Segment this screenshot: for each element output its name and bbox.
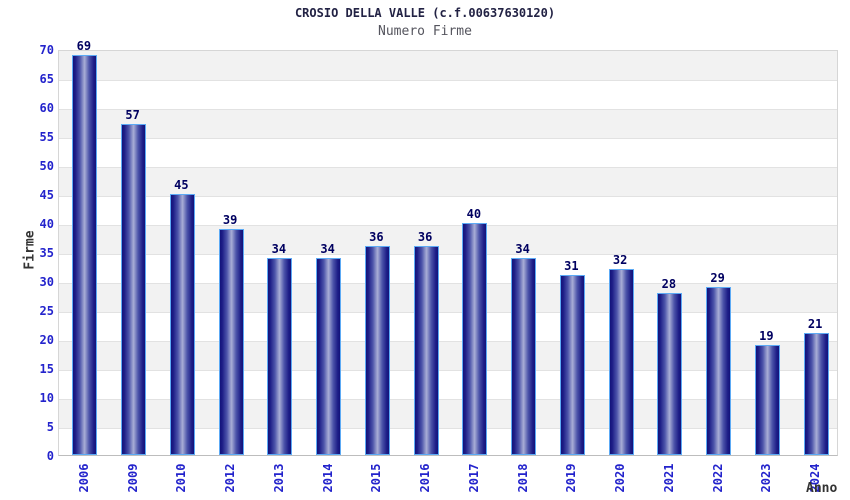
bar-2012 <box>218 228 244 455</box>
bar-2006 <box>72 54 98 455</box>
gridline <box>59 427 837 429</box>
y-tick-label: 65 <box>39 72 54 86</box>
bar-2021 <box>657 292 683 455</box>
bar-value-label: 57 <box>125 108 140 123</box>
bar-value-label: 31 <box>564 259 579 274</box>
y-tick-label: 50 <box>39 159 54 173</box>
bar-value-label: 29 <box>710 270 725 285</box>
y-tick-label: 0 <box>46 449 54 463</box>
x-tick-label: 2006 <box>76 463 91 493</box>
x-tick-label: 2017 <box>466 463 481 493</box>
bar-value-label: 36 <box>369 230 384 245</box>
x-tick-label: 2015 <box>369 463 384 493</box>
gridline <box>59 79 837 81</box>
x-tick-label: 2016 <box>418 463 433 493</box>
bar-2018 <box>511 257 537 455</box>
chart-subtitle: Numero Firme <box>378 24 472 39</box>
bar-value-label: 39 <box>222 212 238 227</box>
y-tick-label: 60 <box>39 101 54 115</box>
x-tick-label: 2019 <box>564 463 579 493</box>
bar-value-label: 34 <box>271 241 287 256</box>
y-tick-label: 70 <box>39 43 54 57</box>
y-tick-label: 55 <box>39 130 54 144</box>
x-tick-label: 2010 <box>174 463 189 493</box>
bar-2016 <box>413 246 439 455</box>
bar-value-label: 36 <box>417 230 433 245</box>
plot-band <box>59 109 837 138</box>
y-tick-label: 20 <box>39 333 54 347</box>
bar-2014 <box>316 257 342 455</box>
chart-title: CROSIO DELLA VALLE (c.f.00637630120) <box>294 6 556 20</box>
bar-2020 <box>608 269 634 455</box>
plot-band <box>59 51 837 80</box>
bar-value-label: 28 <box>661 276 677 291</box>
gridline <box>59 311 837 313</box>
gridline <box>59 253 837 255</box>
bar-2022 <box>706 286 732 455</box>
y-tick-label: 40 <box>39 217 54 231</box>
bar-2023 <box>754 344 780 455</box>
bar-2017 <box>462 223 488 455</box>
gridline <box>59 108 837 110</box>
bar-value-label: 34 <box>515 241 530 256</box>
bar-value-label: 34 <box>320 241 335 256</box>
x-tick-label: 2013 <box>271 463 286 493</box>
y-tick-label: 5 <box>46 420 54 434</box>
gridline <box>59 282 837 284</box>
gridline <box>59 369 837 371</box>
gridline <box>59 224 837 226</box>
bar-value-label: 40 <box>466 207 482 221</box>
x-tick-label: 2022 <box>710 463 725 493</box>
x-tick-label: 2009 <box>125 463 140 493</box>
x-tick-label: 2021 <box>661 463 676 493</box>
bar-value-label: 21 <box>807 317 823 332</box>
x-tick-label: 2012 <box>223 463 238 493</box>
y-tick-label: 10 <box>39 391 54 405</box>
y-tick-label: 15 <box>39 362 54 376</box>
x-tick-label: 2023 <box>759 463 774 493</box>
bar-value-label: 32 <box>612 253 628 268</box>
x-axis-title: Anno <box>806 481 838 496</box>
gridline <box>59 166 837 168</box>
bar-value-label: 19 <box>759 328 774 343</box>
gridline <box>59 398 837 400</box>
bar-2009 <box>121 124 147 455</box>
y-axis-title: Firme <box>22 230 38 270</box>
gridline <box>59 137 837 139</box>
chart-plot-area <box>58 50 838 456</box>
bar-2024 <box>803 333 829 455</box>
x-tick-label: 2018 <box>515 463 530 493</box>
gridline <box>59 195 837 197</box>
x-tick-label: 2014 <box>320 463 335 493</box>
bar-value-label: 69 <box>76 38 92 53</box>
x-tick-label: 2020 <box>613 463 628 493</box>
bar-2013 <box>267 257 293 455</box>
bar-2015 <box>364 246 390 455</box>
y-tick-label: 45 <box>39 188 54 202</box>
y-tick-label: 30 <box>39 275 54 289</box>
gridline <box>59 340 837 342</box>
y-tick-label: 35 <box>39 246 54 260</box>
bar-2019 <box>559 275 585 455</box>
plot-band <box>59 167 837 196</box>
y-tick-label: 25 <box>39 304 54 318</box>
bar-value-label: 45 <box>174 178 189 192</box>
bar-2010 <box>169 194 195 455</box>
